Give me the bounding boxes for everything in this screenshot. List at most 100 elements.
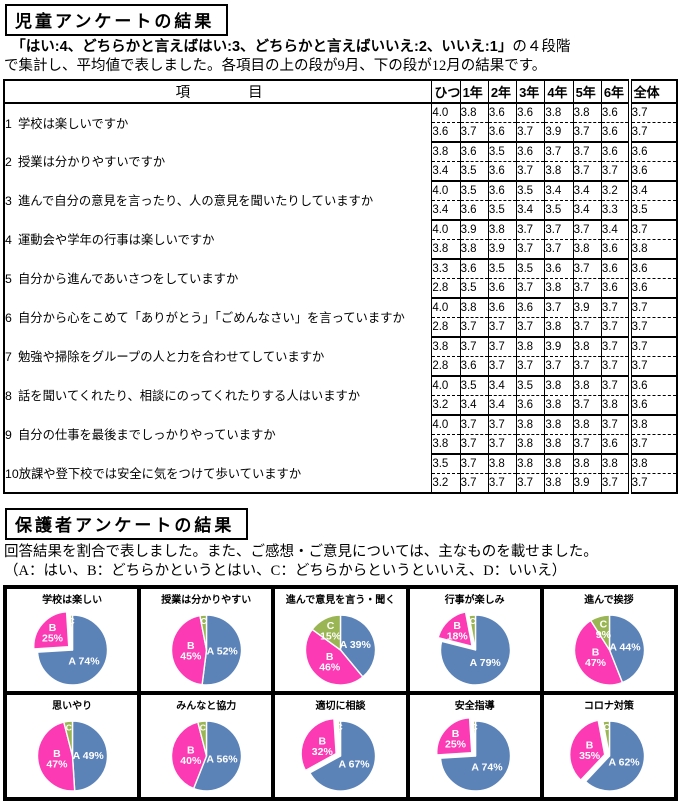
score-cell-december: 3.6 [487, 278, 517, 299]
score-cell-december: 3.7 [572, 434, 602, 455]
score-cell-september: 4.0 [431, 414, 461, 435]
pie-slice-label: C [471, 722, 477, 732]
pie-chart-cell: 学校は楽しい A 74% B 25% C [5, 586, 140, 693]
survey-score-table: 項 目ひつ 1年 2年 3年 4年 5年 6年 全体 1 学校は楽しいですか 4.0 3.8 3.6 3… [3, 78, 678, 494]
score-cell-december: 3.8 [572, 239, 602, 260]
score-cell-september: 3.8 [572, 375, 602, 396]
score-cell-september: 4.0 [431, 180, 461, 201]
score-cell-december: 3.7 [516, 473, 545, 494]
score-cell-december: 3.8 [544, 161, 574, 182]
pie-slice-label: B 47% [46, 748, 68, 771]
score-cell-september: 3.6 [544, 258, 574, 279]
score-cell-september: 3.8 [572, 453, 602, 474]
score-cell-december: 3.7 [459, 473, 489, 494]
table-row-december: 3.2 3.4 3.4 3.6 3.8 3.7 3.8 3.6 [4, 395, 677, 416]
pie-slice-label: B 47% [585, 647, 607, 670]
pie-slice-label: C [201, 616, 207, 626]
score-cell-september: 3.8 [572, 414, 602, 435]
score-cell-september: 3.6 [459, 141, 489, 162]
item-label: 4 運動会や学年の行事は楽しいですか [4, 219, 433, 259]
score-cell-september: 3.7 [544, 141, 574, 162]
score-cell-december: 3.7 [627, 317, 677, 338]
score-cell-september: 3.7 [459, 414, 489, 435]
scale-legend-tail: の４段階 [512, 39, 571, 55]
score-cell-september: 3.6 [516, 297, 545, 318]
pie-chart-cell: 思いやり A 49% B 47% C [5, 692, 140, 799]
score-cell-september: 3.7 [627, 102, 677, 123]
pie-slice-c [602, 720, 610, 757]
pie-slice-label: B 25% [42, 622, 64, 645]
item-text: 放課や登下校では安全に気をつけて歩いていますか [18, 466, 302, 481]
score-cell-december: 3.8 [516, 434, 545, 455]
score-cell-december: 3.4 [431, 161, 461, 182]
item-text: 自分から心をこめて「ありがとう」「ごめんなさい」を言っていますか [18, 311, 405, 326]
pie-slice-c [589, 614, 610, 651]
score-cell-december: 3.7 [516, 161, 545, 182]
score-cell-september: 3.8 [516, 336, 545, 357]
pie-slice-b [435, 716, 473, 756]
item-text: 進んで自分の意見を言ったり、人の意見を聞いたりしていますか [18, 194, 374, 209]
table-row-december: 3.8 3.8 3.9 3.7 3.7 3.8 3.6 3.8 [4, 239, 677, 260]
score-cell-december: 3.9 [487, 239, 517, 260]
section2-intro-line1: 回答結果を割合で表しました。また、ご感想・ご意見については、主なものを載せました… [4, 543, 598, 560]
table-row-september: 2 授業は分かりやすいですか 3.8 3.6 3.5 3.6 3.7 3.7 3.6 3.6 [4, 141, 677, 181]
pie-title: 授業は分かりやすい [161, 594, 252, 606]
score-cell-december: 3.2 [431, 473, 461, 494]
grade-column-header: 3年 [516, 79, 545, 104]
pie-slice-c [69, 614, 74, 651]
item-number: 4 [5, 233, 12, 248]
item-label: 1 学校は楽しいですか [4, 102, 433, 142]
score-cell-december: 3.7 [600, 161, 630, 182]
score-cell-september: 3.6 [516, 141, 545, 162]
score-cell-september: 3.5 [431, 453, 461, 474]
score-cell-december: 3.8 [627, 239, 677, 260]
score-cell-december: 3.9 [572, 473, 602, 494]
score-cell-december: 3.7 [544, 356, 574, 377]
pie-slice-c [197, 720, 208, 757]
item-number: 5 [5, 272, 12, 287]
score-cell-september: 3.8 [487, 453, 517, 474]
score-cell-december: 2.8 [431, 317, 461, 338]
pie-svg: A 79% B 18%C [437, 611, 511, 686]
grade-column-header: 4年 [544, 79, 574, 104]
score-cell-september: 3.7 [459, 336, 489, 357]
score-cell-september: 3.6 [459, 258, 489, 279]
pie-slice-a [340, 614, 377, 678]
score-cell-september: 3.7 [627, 219, 677, 240]
score-cell-december: 3.7 [487, 473, 517, 494]
score-cell-december: 3.4 [487, 395, 517, 416]
grade-column-header: 1年 [459, 79, 489, 104]
item-text: 話を聞いてくれたり、相談にのってくれたりする人はいますか [18, 389, 361, 404]
score-cell-september: 3.6 [487, 102, 517, 123]
score-cell-december: 3.7 [627, 434, 677, 455]
score-cell-december: 3.7 [516, 278, 545, 299]
item-column-header: 項 目 [4, 79, 432, 104]
score-cell-december: 3.7 [516, 356, 545, 377]
table-row-september: 1 学校は楽しいですか 4.0 3.8 3.6 3.6 3.8 3.8 3.6 3.7 [4, 102, 677, 142]
pie-chart-cell: コロナ対策 A 62% B 35% C [541, 692, 676, 799]
score-cell-september: 3.7 [487, 336, 517, 357]
item-text: 授業は分かりやすいですか [18, 155, 166, 170]
score-cell-december: 3.5 [487, 200, 517, 221]
score-cell-september: 3.8 [431, 336, 461, 357]
abcd-legend: （A：はい、B：どちらかというとはい、C：どちらからというといいえ、D：いいえ） [4, 563, 567, 580]
score-cell-december: 3.9 [544, 122, 574, 143]
score-cell-december: 3.4 [459, 395, 489, 416]
score-cell-september: 3.7 [572, 258, 602, 279]
score-cell-september: 3.8 [572, 102, 602, 123]
score-cell-september: 3.6 [627, 375, 677, 396]
score-cell-december: 3.7 [627, 473, 677, 494]
pie-slice-label: A 79% [469, 657, 501, 669]
item-number: 7 [5, 350, 12, 365]
score-cell-september: 3.6 [487, 297, 517, 318]
score-cell-september: 3.2 [600, 180, 630, 201]
table-row-december: 2.8 3.6 3.7 3.7 3.7 3.7 3.7 3.7 [4, 356, 677, 377]
score-cell-december: 3.5 [459, 278, 489, 299]
score-cell-september: 3.7 [627, 297, 677, 318]
item-number: 10 [5, 466, 19, 481]
pie-slice-a [201, 614, 243, 686]
score-cell-december: 3.8 [544, 395, 574, 416]
item-number: 8 [5, 389, 12, 404]
score-cell-december: 3.7 [600, 317, 630, 338]
